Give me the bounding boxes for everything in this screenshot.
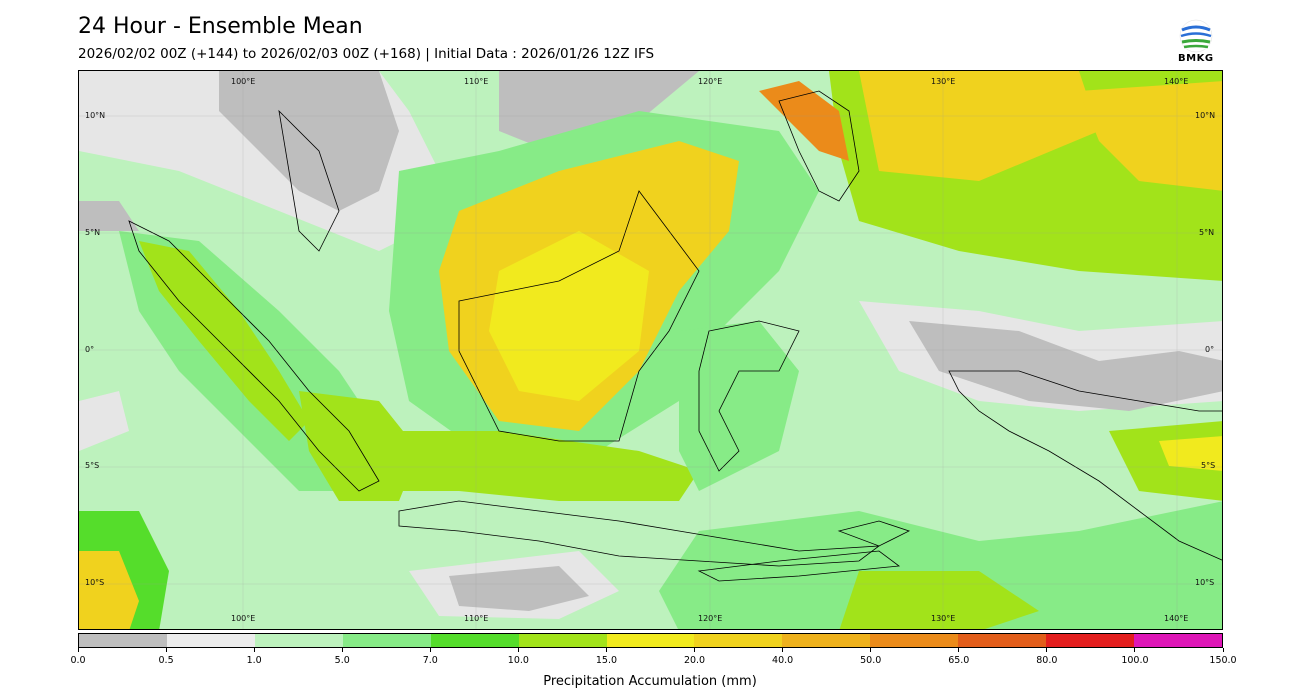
colorbar-swatch	[342, 634, 431, 647]
colorbar-swatch	[958, 634, 1047, 647]
lat-label-left-0: 0°	[85, 345, 95, 354]
lon-label-bottom-140e: 140°E	[1164, 614, 1189, 623]
colorbar-tick-mark	[165, 648, 167, 652]
colorbar-tick-label: 7.0	[422, 655, 438, 666]
lat-label-right-5n: 5°N	[1199, 228, 1215, 237]
colorbar-swatch	[518, 634, 607, 647]
colorbar-tick-label: 150.0	[1209, 655, 1237, 666]
colorbar-tick-label: 10.0	[507, 655, 529, 666]
lat-label-left-10n: 10°N	[85, 111, 106, 120]
lat-label-left-5s: 5°S	[85, 461, 100, 470]
colorbar-tick-mark	[429, 648, 431, 652]
colorbar-tick-label: 0.5	[158, 655, 174, 666]
lat-label-left-5n: 5°N	[85, 228, 101, 237]
colorbar-swatch	[1134, 634, 1222, 647]
colorbar-tick-mark	[1222, 648, 1224, 652]
lat-label-right-10s: 10°S	[1195, 578, 1215, 587]
lon-label-top-110e: 110°E	[464, 77, 489, 86]
colorbar-tick-label: 15.0	[595, 655, 618, 666]
colorbar-swatch	[870, 634, 959, 647]
lon-label-top-140e: 140°E	[1164, 77, 1189, 86]
colorbar-swatch	[166, 634, 255, 647]
page-title: 24 Hour - Ensemble Mean	[78, 14, 363, 39]
colorbar-tick-mark	[694, 648, 696, 652]
colorbar-tick-mark	[341, 648, 343, 652]
colorbar-tick-mark	[77, 648, 79, 652]
bmkg-logo-icon	[1176, 18, 1216, 66]
lat-label-right-10n: 10°N	[1195, 111, 1216, 120]
colorbar-swatch	[1046, 634, 1135, 647]
lat-label-left-10s: 10°S	[85, 578, 105, 587]
lat-label-right-0: 0°	[1205, 345, 1215, 354]
colorbar-tick-mark	[870, 648, 872, 652]
colorbar-tick-mark	[1046, 648, 1048, 652]
lat-label-right-5s: 5°S	[1201, 461, 1216, 470]
colorbar-tick-label: 20.0	[683, 655, 706, 666]
lon-label-top-120e: 120°E	[698, 77, 723, 86]
map-canvas	[79, 71, 1222, 629]
lon-label-top-130e: 130°E	[931, 77, 956, 86]
colorbar-tick-mark	[517, 648, 519, 652]
page-subtitle: 2026/02/02 00Z (+144) to 2026/02/03 00Z …	[78, 46, 655, 62]
colorbar-tick-mark	[958, 648, 960, 652]
precipitation-colorbar	[78, 633, 1223, 648]
lon-label-bottom-130e: 130°E	[931, 614, 956, 623]
colorbar-tick-label: 80.0	[1036, 655, 1058, 666]
colorbar-tick-label: 0.0	[70, 655, 86, 666]
colorbar-tick-mark	[605, 648, 607, 652]
colorbar-tick-label: 40.0	[772, 655, 794, 666]
colorbar-swatch	[782, 634, 871, 647]
colorbar-tick-label: 5.0	[334, 655, 350, 666]
logo-label: BMKG	[1178, 53, 1214, 64]
colorbar-tick-mark	[1134, 648, 1136, 652]
colorbar-swatch	[694, 634, 783, 647]
precipitation-map: 100°E 110°E 120°E 130°E 140°E 100°E 110°…	[78, 70, 1223, 630]
colorbar-swatch	[254, 634, 343, 647]
colorbar-swatch	[430, 634, 519, 647]
colorbar-swatch	[606, 634, 695, 647]
colorbar-tick-label: 100.0	[1121, 655, 1149, 666]
colorbar-swatch	[79, 634, 167, 647]
lon-label-bottom-110e: 110°E	[464, 614, 489, 623]
lon-label-bottom-120e: 120°E	[698, 614, 723, 623]
colorbar-label: Precipitation Accumulation (mm)	[543, 674, 757, 689]
lon-label-bottom-100e: 100°E	[231, 614, 256, 623]
colorbar-tick-mark	[253, 648, 255, 652]
colorbar-tick-label: 65.0	[948, 655, 970, 666]
lon-label-top-100e: 100°E	[231, 77, 256, 86]
colorbar-tick-label: 50.0	[860, 655, 882, 666]
colorbar-tick-label: 1.0	[246, 655, 262, 666]
colorbar-tick-mark	[782, 648, 784, 652]
